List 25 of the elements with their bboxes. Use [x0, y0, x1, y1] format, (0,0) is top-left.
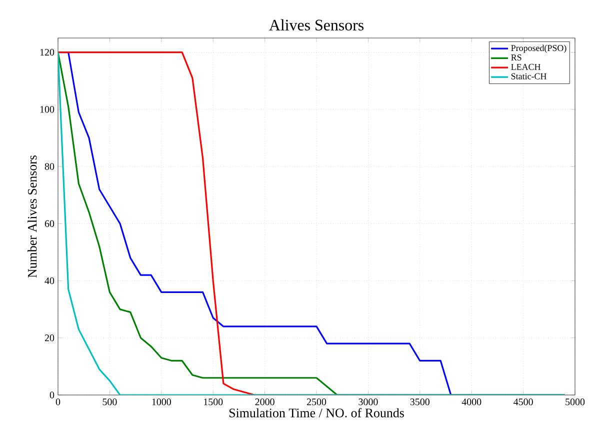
x-tick-label: 2000	[255, 398, 274, 406]
legend-label: Static-CH	[511, 73, 546, 80]
y-tick-label: 100	[40, 106, 54, 113]
x-tick-label: 2500	[306, 398, 326, 406]
x-tick-label: 0	[56, 398, 60, 406]
legend-label: LEACH	[511, 64, 540, 70]
y-tick-label: 20	[44, 334, 54, 342]
chart-title: Alives Sensors	[269, 19, 364, 30]
x-axis-title: Simulation Time / NO. of Rounds	[229, 408, 404, 418]
y-tick-label: 80	[44, 163, 54, 170]
y-tick-label: 120	[40, 48, 54, 56]
x-tick-label: 500	[102, 398, 117, 406]
y-tick-label: 0	[50, 392, 54, 398]
x-tick-label: 4000	[462, 398, 482, 406]
x-tick-label: 5000	[566, 398, 585, 406]
legend-label: Proposed(PSO)	[511, 44, 566, 53]
x-tick-label: 3500	[410, 398, 430, 406]
y-tick-label: 40	[44, 277, 54, 284]
y-axis-title: Number Alives Sensors	[28, 155, 37, 278]
x-tick-label: 1500	[204, 398, 223, 406]
x-tick-label: 1000	[152, 398, 171, 406]
legend-label: RS	[511, 54, 522, 60]
y-tick-label: 60	[44, 220, 54, 227]
x-tick-label: 4500	[514, 398, 533, 406]
x-tick-label: 3000	[358, 398, 378, 406]
